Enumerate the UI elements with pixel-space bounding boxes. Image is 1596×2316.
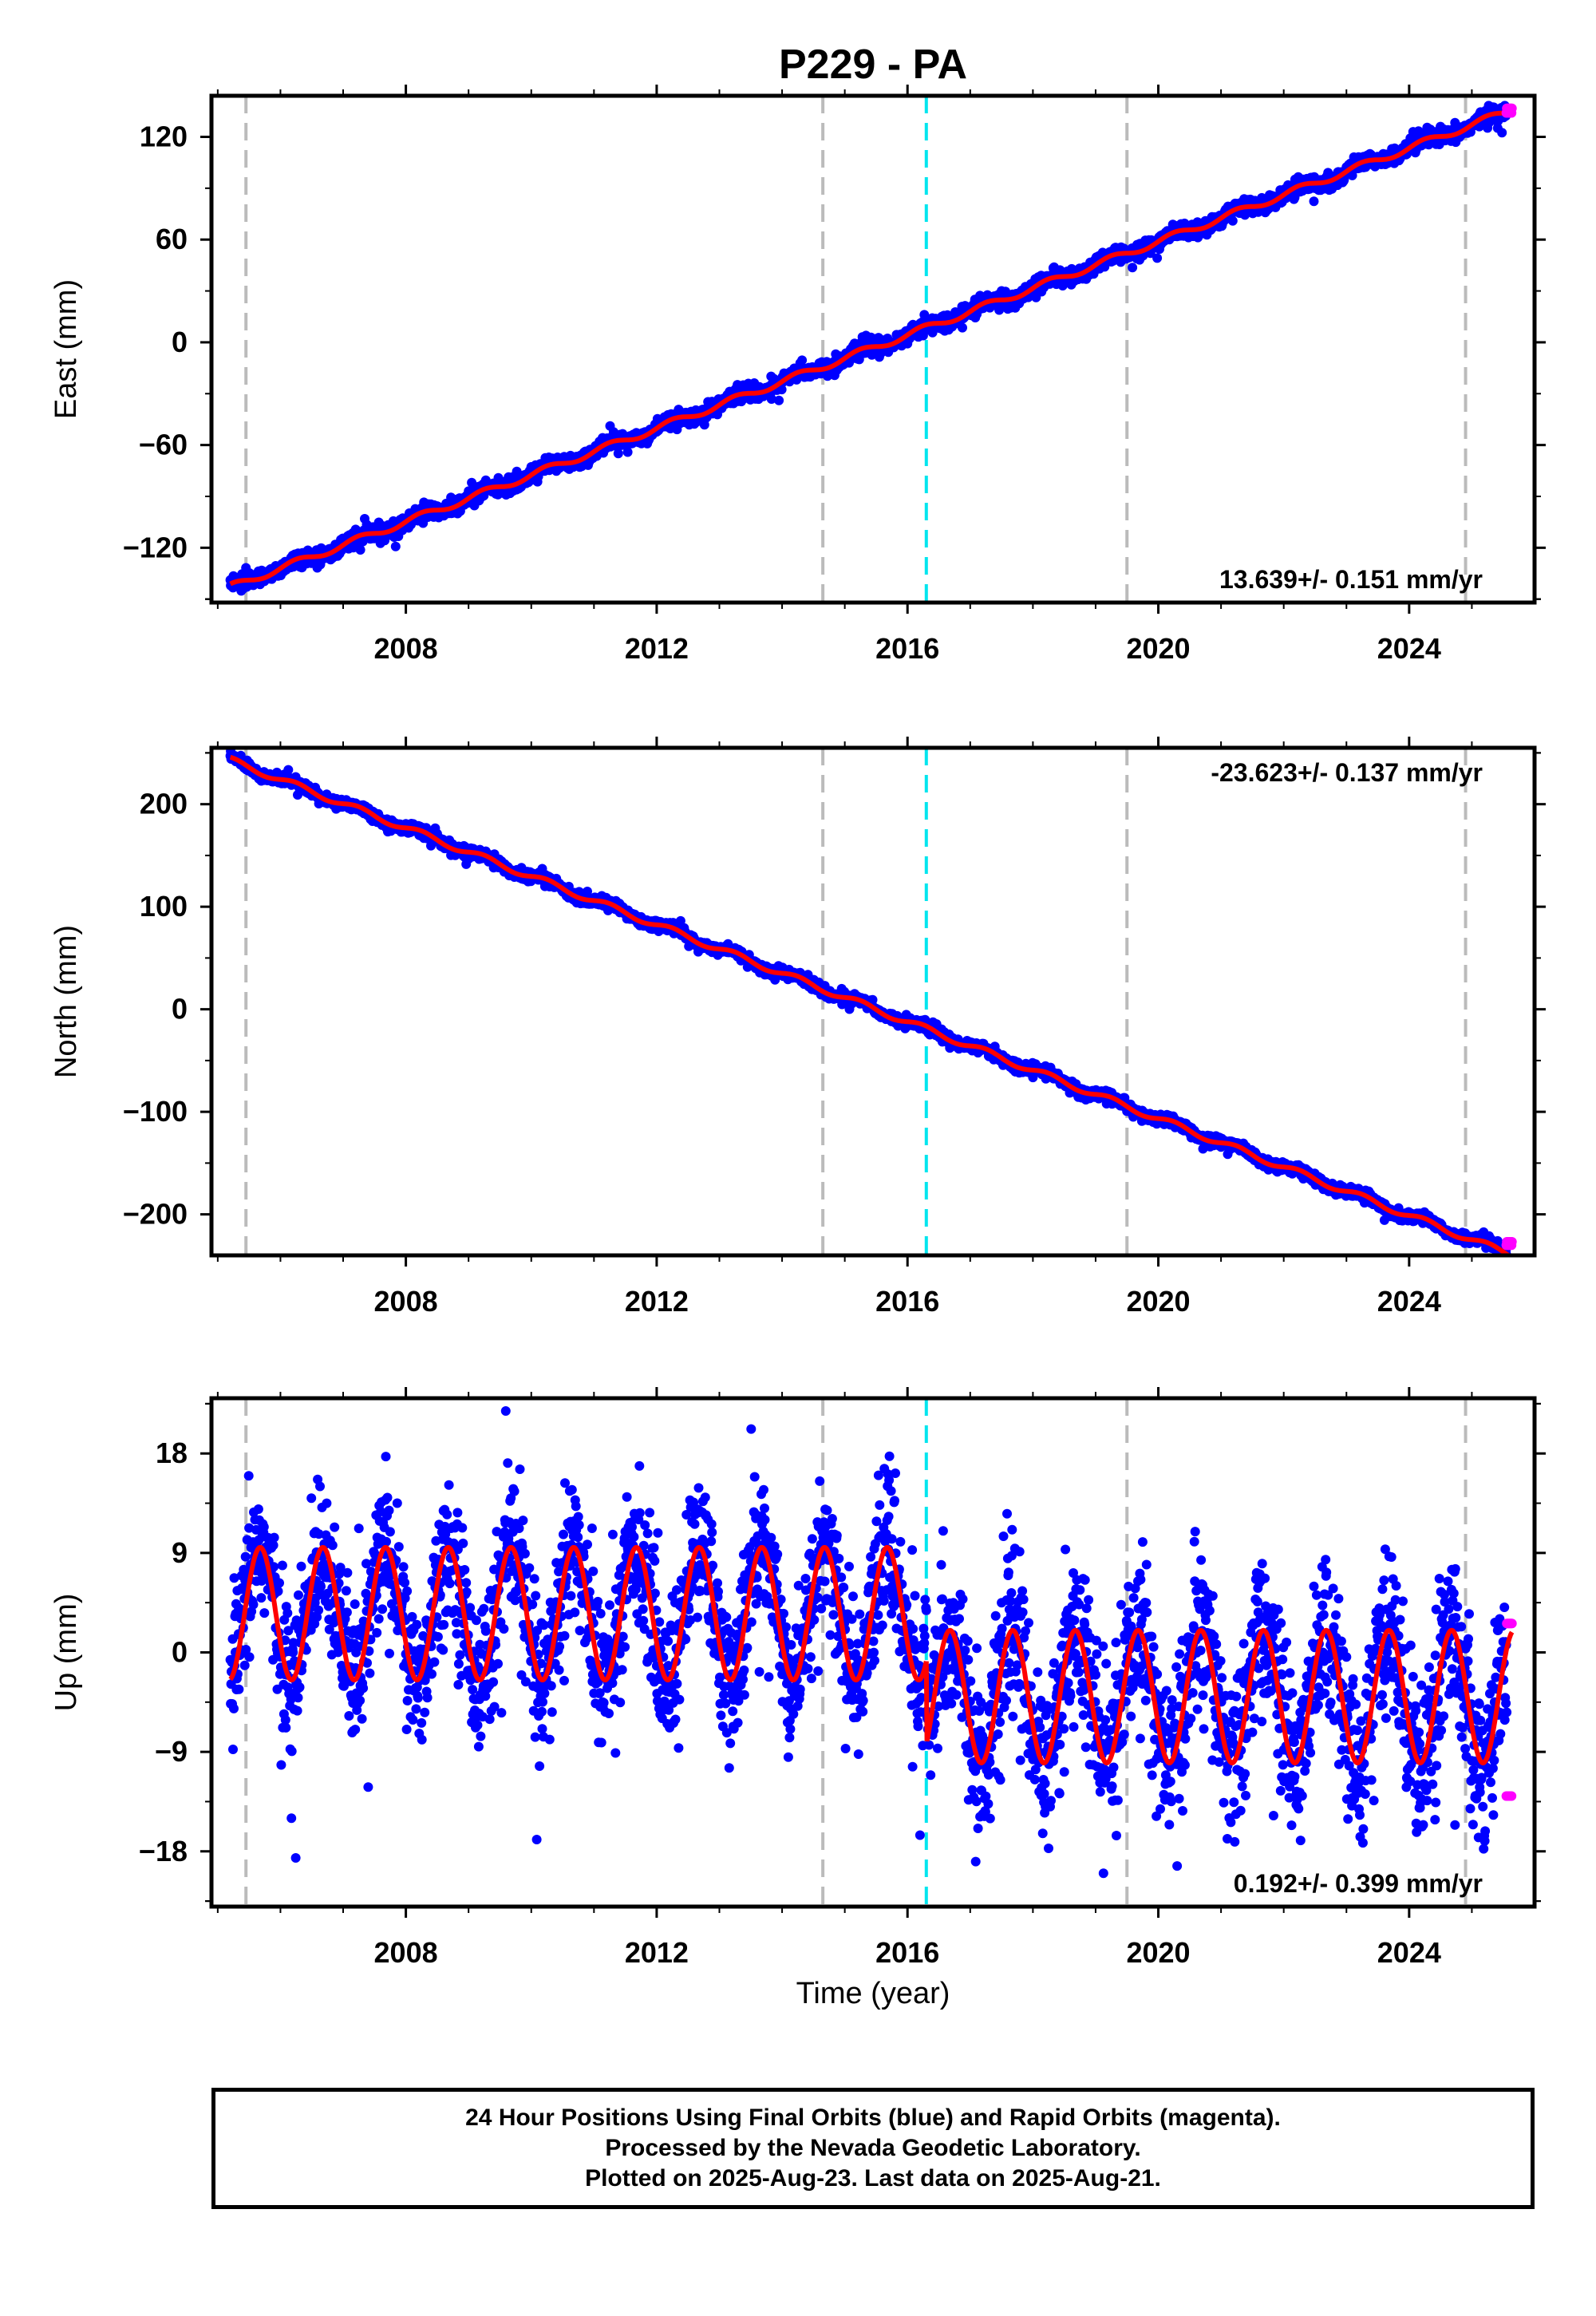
data-point [512,466,522,476]
data-point [958,322,967,333]
data-point [1128,263,1138,273]
data-point [380,536,390,546]
y-tick-label: 60 [156,223,188,255]
panels: −120 −60 0 60 120 2008 2012 2016 2020 2024 East (m… [49,85,1546,1969]
data-point [613,449,623,459]
x-tick-label: 2008 [374,632,438,665]
plot-area [225,748,1517,1255]
data-point [1227,215,1238,226]
data-point [766,394,776,404]
rapid-orbit-points [1501,103,1517,118]
x-tick-label: 2024 [1377,632,1441,665]
rate-annotation: 13.639+/- 0.151 mm/yr [1219,565,1483,594]
data-point [390,541,401,551]
data-point [355,545,365,555]
figure-title: P229 - PA [779,41,967,88]
model-fit-line [229,109,1513,587]
y-tick-label: −120 [123,531,188,563]
y-tick-label: 0 [172,326,188,358]
x-tick-label: 2020 [1126,632,1190,665]
panel-east: −120 −60 0 60 120 2008 2012 2016 2020 2024 East (m… [49,85,1546,665]
y-axis-label: East (mm) [49,279,83,419]
data-point [1497,128,1507,138]
data-point [797,355,808,366]
rapid-data-point [1507,103,1517,113]
data-point [622,447,633,457]
plot-area [225,96,1517,603]
data-point [774,395,784,405]
y-tick-label: −60 [139,429,188,461]
x-tick-label: 2012 [625,632,689,665]
data-point [1152,253,1163,263]
x-tick-label: 2016 [875,632,939,665]
data-point [1309,196,1319,207]
y-tick-label: 120 [140,120,188,152]
